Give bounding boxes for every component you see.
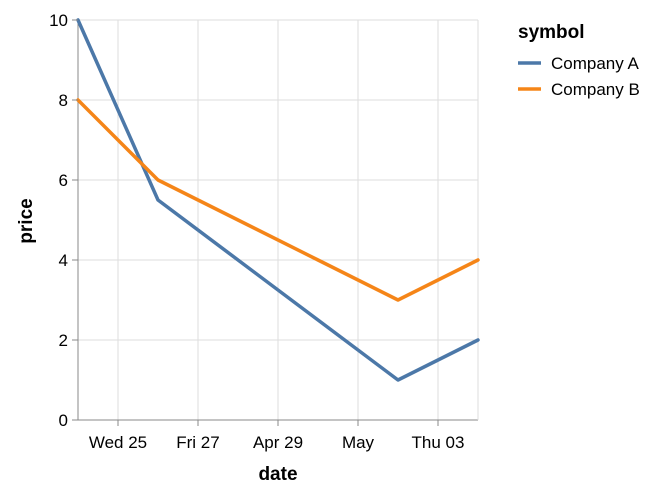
x-tick-label: Apr 29 bbox=[253, 433, 303, 452]
legend-title: symbol bbox=[518, 22, 585, 43]
series-line-company-a bbox=[76, 18, 480, 382]
x-axis-ticks: Wed 25 Fri 27 Apr 29 May Thu 03 bbox=[89, 420, 465, 452]
y-tick-label: 4 bbox=[59, 251, 68, 270]
y-tick-label: 10 bbox=[49, 11, 68, 30]
grid bbox=[78, 19, 478, 421]
series-line-company-b bbox=[76, 98, 480, 302]
y-tick-label: 0 bbox=[59, 411, 68, 430]
x-tick-label: Fri 27 bbox=[176, 433, 219, 452]
x-tick-label: May bbox=[342, 433, 375, 452]
y-axis-title: price bbox=[16, 198, 37, 243]
legend-label-company-a: Company A bbox=[551, 54, 640, 73]
y-axis-ticks: 0 2 4 6 8 10 bbox=[49, 11, 78, 430]
y-tick-label: 6 bbox=[59, 171, 68, 190]
y-tick-label: 2 bbox=[59, 331, 68, 350]
y-tick-label: 8 bbox=[59, 91, 68, 110]
legend-label-company-b: Company B bbox=[551, 80, 640, 99]
legend: symbol Company A Company B bbox=[518, 22, 640, 99]
series-lines bbox=[76, 18, 480, 382]
x-tick-label: Wed 25 bbox=[89, 433, 147, 452]
x-tick-label: Thu 03 bbox=[412, 433, 465, 452]
x-axis-title: date bbox=[258, 464, 297, 485]
